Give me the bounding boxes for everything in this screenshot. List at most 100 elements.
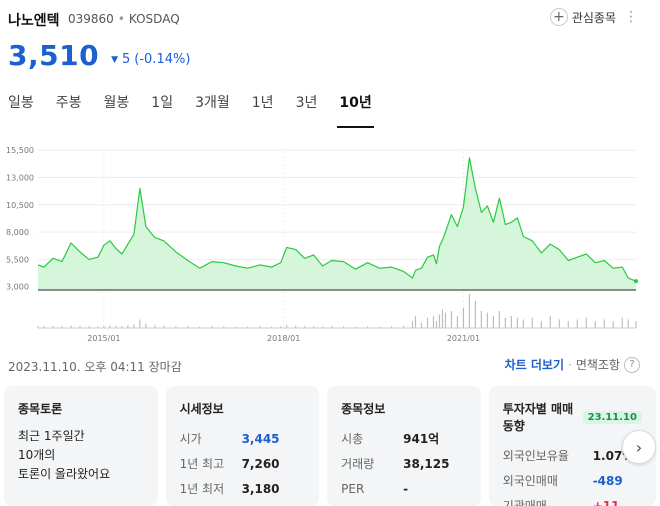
volume-bar bbox=[322, 326, 324, 328]
volume-bar bbox=[414, 316, 417, 328]
price-chart-svg: 15,500 13,000 10,500 8,000 5,500 3,000 2015/01… bbox=[6, 146, 638, 343]
tab-label: 1일 bbox=[151, 95, 174, 111]
y-tick-label: 13,000 bbox=[6, 173, 34, 182]
volume-bar bbox=[139, 319, 141, 328]
volume-bar bbox=[175, 326, 177, 328]
volume-bar bbox=[558, 319, 560, 328]
tab-weekly[interactable]: 주봉 bbox=[48, 86, 90, 128]
next-card-button[interactable]: › bbox=[622, 430, 656, 464]
price-chart[interactable]: 15,500 13,000 10,500 8,000 5,500 3,000 2015/01… bbox=[0, 138, 660, 348]
more-vertical-icon[interactable]: ⋮ bbox=[624, 9, 638, 25]
quote-card-title: 시세정보 bbox=[179, 402, 224, 416]
row-value: 38,125 bbox=[403, 457, 450, 471]
stock-header: 나노엔텍 039860 • KOSDAQ + 관심종목 ⋮ bbox=[8, 8, 652, 34]
row-key: PER bbox=[341, 482, 365, 496]
tab-label: 1년 bbox=[251, 95, 274, 111]
volume-bar bbox=[426, 317, 429, 328]
x-tick-label: 2021/01 bbox=[447, 334, 480, 343]
tab-label: 10년 bbox=[339, 95, 372, 111]
volume-bar bbox=[121, 326, 123, 328]
volume-bar bbox=[115, 325, 117, 328]
tab-1day[interactable]: 1일 bbox=[143, 86, 181, 128]
stock-name: 나노엔텍 bbox=[8, 13, 60, 29]
help-icon[interactable]: ? bbox=[624, 356, 640, 373]
favorite-button[interactable]: + 관심종목 bbox=[549, 8, 616, 26]
tab-label: 일봉 bbox=[8, 95, 34, 111]
volume-bar bbox=[88, 326, 90, 328]
change-percent: (-0.14%) bbox=[134, 52, 191, 67]
forum-card[interactable]: 종목토론 최근 1주일간 10개의 토론이 올라왔어요 bbox=[4, 386, 158, 506]
chart-links: 차트 더보기 · 면책조항 ? bbox=[505, 356, 640, 373]
tab-label: 3년 bbox=[295, 95, 318, 111]
volume-bar bbox=[366, 326, 369, 328]
volume-bar bbox=[504, 317, 506, 328]
tab-daily[interactable]: 일봉 bbox=[0, 86, 42, 128]
row-value: 3,445 bbox=[241, 432, 280, 446]
price-area-fill bbox=[38, 157, 636, 290]
favorite-label: 관심종목 bbox=[571, 10, 616, 25]
investor-title-text: 투자자별 매매동향 bbox=[502, 402, 574, 433]
volume-bar bbox=[235, 326, 237, 328]
y-tick-label: 5,500 bbox=[6, 255, 29, 264]
quote-row-low: 1년 최저 3,180 bbox=[180, 477, 306, 502]
tab-3year[interactable]: 3년 bbox=[288, 86, 326, 128]
volume-bar bbox=[402, 325, 405, 328]
current-price: 3,510 bbox=[8, 39, 100, 72]
chart-more-link[interactable]: 차트 더보기 bbox=[504, 358, 564, 372]
volume-bar bbox=[516, 317, 518, 328]
volume-bar bbox=[567, 321, 569, 328]
summary-cards: 종목토론 최근 1주일간 10개의 토론이 올라왔어요 시세정보 시가 3,44… bbox=[4, 386, 656, 506]
chart-info-row: 2023.11.10. 오후 04:11 장마감 차트 더보기 · 면책조항 ? bbox=[8, 356, 640, 378]
disclaimer-link[interactable]: 면책조항 bbox=[575, 358, 620, 372]
tab-10year[interactable]: 10년 bbox=[331, 86, 379, 128]
volume-bar bbox=[456, 316, 459, 328]
volume-bar bbox=[52, 325, 54, 328]
volume-bar bbox=[627, 319, 629, 328]
volume-bar bbox=[468, 294, 471, 328]
volume-bar bbox=[480, 311, 483, 328]
volume-bar bbox=[313, 326, 315, 328]
tab-monthly[interactable]: 월봉 bbox=[96, 86, 138, 128]
quote-row-high: 1년 최고 7,260 bbox=[180, 452, 306, 477]
y-tick-label: 3,000 bbox=[6, 283, 29, 292]
volume-bar bbox=[435, 321, 438, 328]
volume-bar bbox=[576, 319, 578, 328]
volume-bar bbox=[492, 316, 494, 328]
volume-bar bbox=[247, 326, 249, 328]
price-change: ▼ 5 (-0.14%) bbox=[111, 52, 190, 67]
volume-bar bbox=[531, 317, 533, 328]
volume-bar bbox=[612, 321, 614, 328]
x-tick-label: 2018/01 bbox=[267, 334, 300, 343]
row-key: 1년 최고 bbox=[179, 457, 225, 471]
tab-3month[interactable]: 3개월 bbox=[187, 86, 238, 128]
volume-bar bbox=[97, 326, 99, 328]
separator-dot: • bbox=[117, 12, 125, 26]
volume-bar bbox=[37, 326, 39, 328]
y-tick-label: 15,500 bbox=[6, 146, 34, 155]
volume-bar bbox=[450, 311, 453, 328]
volume-bar bbox=[540, 321, 542, 328]
row-value: - bbox=[403, 482, 409, 496]
volume-bar bbox=[378, 326, 381, 328]
volume-bar bbox=[133, 324, 135, 328]
investor-card-title: 투자자별 매매동향 23.11.10 bbox=[503, 400, 642, 434]
volume-bar bbox=[594, 321, 596, 328]
tab-1year[interactable]: 1년 bbox=[244, 86, 282, 128]
info-card[interactable]: 종목정보 시총 941억 거래량 38,125 PER - bbox=[327, 386, 481, 506]
volume-bar bbox=[271, 326, 273, 328]
volume-bar bbox=[510, 316, 512, 328]
row-value: 941억 bbox=[403, 432, 440, 446]
quote-card[interactable]: 시세정보 시가 3,445 1년 최고 7,260 1년 최저 3,180 bbox=[165, 386, 320, 506]
row-value: 7,260 bbox=[241, 457, 280, 471]
volume-bar bbox=[79, 325, 81, 328]
volume-bar bbox=[163, 325, 165, 328]
y-tick-label: 8,000 bbox=[6, 228, 29, 237]
investor-row-institution-trade: 기관매매 +11 bbox=[503, 494, 642, 506]
volume-bar bbox=[432, 316, 435, 328]
volume-bar bbox=[522, 319, 524, 328]
row-key: 시가 bbox=[179, 432, 202, 446]
info-row-volume: 거래량 38,125 bbox=[341, 452, 467, 477]
info-card-title: 종목정보 bbox=[341, 402, 386, 416]
period-tabs: 일봉 주봉 월봉 1일 3개월 1년 3년 10년 bbox=[0, 86, 386, 128]
volume-bar bbox=[304, 326, 306, 328]
